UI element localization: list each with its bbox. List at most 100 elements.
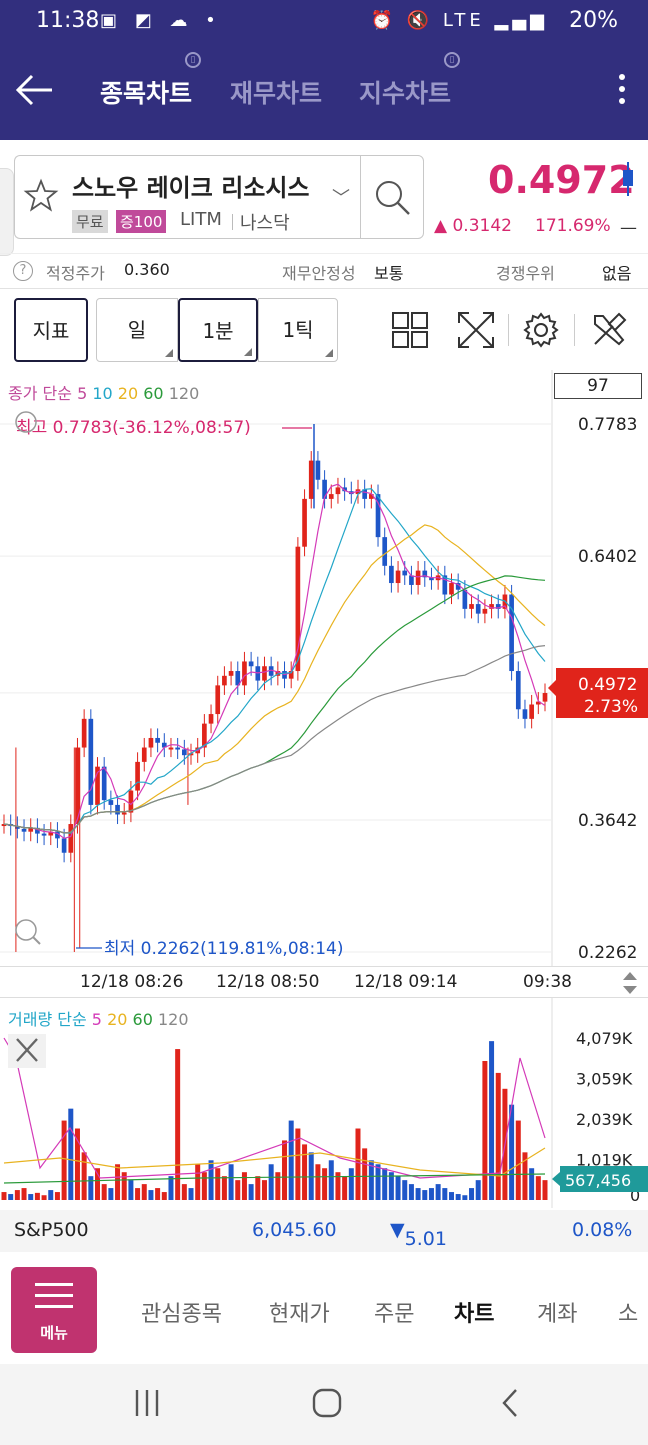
candle-body [128, 790, 134, 813]
settings-gear-icon[interactable] [521, 310, 561, 350]
nav-current-price[interactable]: 현재가 [269, 1302, 330, 1327]
ma120-legend: 120 [168, 384, 200, 403]
volume-bar [368, 1160, 374, 1200]
volume-bar [68, 1108, 74, 1200]
valuation-row: ? 적정주가 0.360 재무안정성 보통 경쟁우위 없음 [0, 253, 648, 289]
volume-bar [482, 1060, 488, 1200]
moving-average-line [3, 645, 546, 834]
volume-bar [74, 1128, 80, 1200]
volume-bar [402, 1180, 408, 1200]
volume-tick-label: 4,079K [576, 1029, 633, 1048]
volume-bar [388, 1172, 394, 1200]
tab-stock-chart[interactable]: 종목차트 [100, 79, 193, 108]
stock-info-card: 스노우 레이크 리소시스 ﹀ 무료 증100 LITM 나스닥 0.4972 ▲… [0, 140, 648, 253]
volume-chart[interactable]: 4,079K 3,059K 2,039K 1,019K 0 567,456 거래량 단순 … [0, 998, 648, 1208]
candle-body [68, 824, 74, 853]
index-ticker-bar[interactable]: S&P500 6,045.60 ▼ 5.01 0.08% [0, 1210, 648, 1252]
volume-bar [201, 1172, 207, 1200]
candle-body [308, 460, 314, 499]
candle-body [242, 661, 247, 686]
candle-count-box[interactable]: 97 [554, 373, 642, 399]
stock-name[interactable]: 스노우 레이크 리소시스 [72, 174, 310, 202]
price-change-value: 0.3142 [452, 216, 512, 236]
candle-body [462, 589, 468, 609]
x-tick-label: 09:38 [523, 972, 572, 992]
period-day-button[interactable]: 일 [96, 298, 178, 362]
candle-body [409, 575, 414, 585]
volume-bar [322, 1168, 328, 1200]
nav-more[interactable]: 소 [618, 1302, 639, 1327]
chevron-down-icon[interactable]: ﹀ [332, 188, 350, 209]
current-price-tag [556, 668, 648, 718]
candle-body [522, 709, 528, 719]
nav-order[interactable]: 주문 [374, 1302, 415, 1327]
index-change: ▼ 5.01 [390, 1219, 447, 1250]
star-icon[interactable] [23, 178, 59, 214]
indicator-button[interactable]: 지표 [14, 298, 88, 362]
stock-selector[interactable] [14, 155, 360, 239]
candle-body [88, 718, 94, 805]
volume-bar [235, 1180, 241, 1200]
candle-body [75, 747, 80, 825]
volume-bar [382, 1168, 388, 1200]
period-1tick-button[interactable]: 1틱 [258, 298, 338, 362]
scroll-updown-icon[interactable] [620, 970, 640, 996]
fullscreen-icon[interactable] [456, 310, 496, 350]
price-change-percent: 171.69% [535, 216, 611, 236]
competitive-advantage-value: 없음 [602, 264, 632, 283]
back-icon[interactable] [494, 1386, 528, 1420]
home-icon[interactable] [310, 1386, 344, 1420]
y-tick-label: 0.6402 [578, 547, 637, 567]
price-chart-canvas[interactable]: 0.7783 0.6402 0.3642 0.2262 최고 0.7783(-36.12… [0, 370, 648, 966]
price-chart[interactable]: 0.7783 0.6402 0.3642 0.2262 최고 0.7783(-36.12… [0, 370, 648, 966]
volume-tick-label: 1,019K [576, 1151, 633, 1170]
more-menu-icon[interactable] [612, 70, 632, 114]
candle-body [121, 812, 127, 815]
candle-body [55, 831, 60, 839]
volume-bar [288, 1120, 294, 1200]
search-button[interactable] [360, 155, 424, 239]
back-arrow-icon[interactable] [14, 68, 58, 112]
current-price: 0.4972 [488, 158, 635, 202]
volume-legend: 거래량 단순 5 20 60 120 [8, 1006, 189, 1030]
period-1min-button[interactable]: 1분 [178, 298, 258, 362]
volume-bar [495, 1072, 501, 1200]
tab-index-chart[interactable]: 지수차트 [359, 79, 452, 108]
volume-bar [21, 1188, 27, 1200]
volume-bar [34, 1192, 40, 1200]
nav-watchlist[interactable]: 관심종목 [141, 1302, 222, 1327]
recent-apps-icon[interactable] [130, 1386, 164, 1420]
volume-bar [181, 1184, 187, 1200]
volume-bar [81, 1152, 87, 1200]
candle-body [288, 671, 294, 679]
candle-body [369, 494, 374, 499]
nav-account[interactable]: 계좌 [537, 1302, 578, 1327]
tab-financial-chart[interactable]: 재무차트 [230, 79, 323, 108]
volume-bar [168, 1176, 174, 1200]
volume-bar [1, 1192, 7, 1200]
low-price-label: 최저 0.2262(119.81%,08:14) [104, 939, 343, 959]
grid-layout-icon[interactable] [390, 310, 430, 350]
candle-body [248, 661, 254, 667]
moving-average-line [3, 483, 546, 840]
volume-bar [215, 1168, 221, 1200]
candle-body [535, 701, 541, 705]
notification-icons: ▣ ◩ ☁ • [100, 10, 222, 31]
volume-bar [455, 1194, 461, 1200]
side-drawer-handle[interactable] [0, 168, 14, 256]
competitive-advantage-label: 경쟁우위 [496, 264, 555, 283]
volume-bar [522, 1152, 528, 1200]
candle-body [115, 804, 120, 815]
tools-icon[interactable] [589, 310, 629, 350]
price-change: ▲ 0.3142 [434, 216, 512, 236]
x-tick-label: 12/18 08:50 [216, 972, 320, 992]
nav-chart[interactable]: 차트 [454, 1302, 495, 1327]
menu-button[interactable]: 메뉴 [11, 1267, 97, 1353]
volume-bar [335, 1172, 341, 1200]
volume-bar [448, 1192, 454, 1200]
ma20-legend: 20 [117, 384, 139, 403]
help-icon[interactable]: ? [13, 261, 33, 281]
volume-bar [14, 1190, 20, 1200]
close-volume-button[interactable] [8, 1034, 46, 1068]
